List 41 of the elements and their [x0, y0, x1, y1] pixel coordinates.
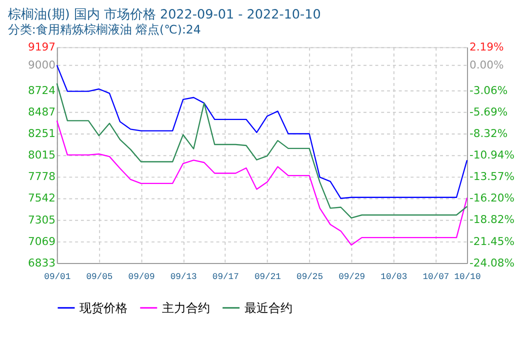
y-tick-label: 9197 [28, 40, 56, 54]
x-tick-label: 09/29 [338, 272, 366, 282]
legend-label: 现货价格 [79, 300, 128, 315]
y-tick-label: 9000 [28, 58, 56, 72]
x-tick-label: 09/09 [128, 272, 155, 282]
y2-tick-label: -24.08% [469, 256, 514, 270]
y2-tick-label: -16.20% [469, 192, 514, 205]
y-tick-label: 7069 [28, 234, 56, 248]
y2-tick-label: -18.82% [469, 213, 514, 226]
y2-tick-label: 0.00% [469, 58, 504, 72]
x-tick-label: 10/10 [454, 272, 481, 282]
line-series [56, 64, 468, 199]
legend-label: 最近合约 [244, 300, 292, 315]
y-tick-label: 8724 [28, 84, 56, 97]
y2-tick-label: -8.32% [469, 126, 508, 140]
x-tick-label: 10/07 [422, 272, 450, 282]
x-tick-label: 10/03 [380, 272, 408, 282]
y2-tick-label: 2.19% [469, 40, 504, 54]
y-tick-label: 7778 [28, 170, 56, 184]
x-tick-label: 09/25 [296, 272, 324, 282]
line-series [56, 120, 468, 246]
legend-label: 主力合约 [162, 300, 210, 315]
y-tick-label: 7305 [28, 213, 56, 226]
y-tick-label: 6833 [28, 256, 56, 270]
y2-tick-label: -13.57% [469, 170, 514, 184]
x-tick-label: 09/13 [170, 272, 197, 282]
x-tick-label: 09/01 [44, 272, 71, 282]
x-tick-label: 09/17 [212, 272, 239, 282]
y-tick-label: 8015 [28, 148, 56, 162]
y2-tick-label: -5.69% [469, 105, 508, 118]
line-series [56, 82, 468, 219]
x-tick-label: 09/21 [254, 272, 281, 282]
y2-tick-label: -10.94% [469, 148, 514, 162]
x-tick-label: 09/05 [86, 272, 113, 282]
chart-subtitle: 分类:食用精炼棕榈液油 熔点(℃):24 [8, 22, 201, 36]
y-tick-label: 8251 [28, 126, 56, 140]
y-tick-label: 8487 [28, 105, 56, 118]
y2-tick-label: -21.45% [469, 234, 514, 248]
chart-title: 棕榈油(期) 国内 市场价格 2022-09-01 - 2022-10-10 [8, 8, 321, 23]
y-tick-label: 7542 [28, 192, 56, 205]
y2-tick-label: -3.06% [469, 84, 508, 97]
